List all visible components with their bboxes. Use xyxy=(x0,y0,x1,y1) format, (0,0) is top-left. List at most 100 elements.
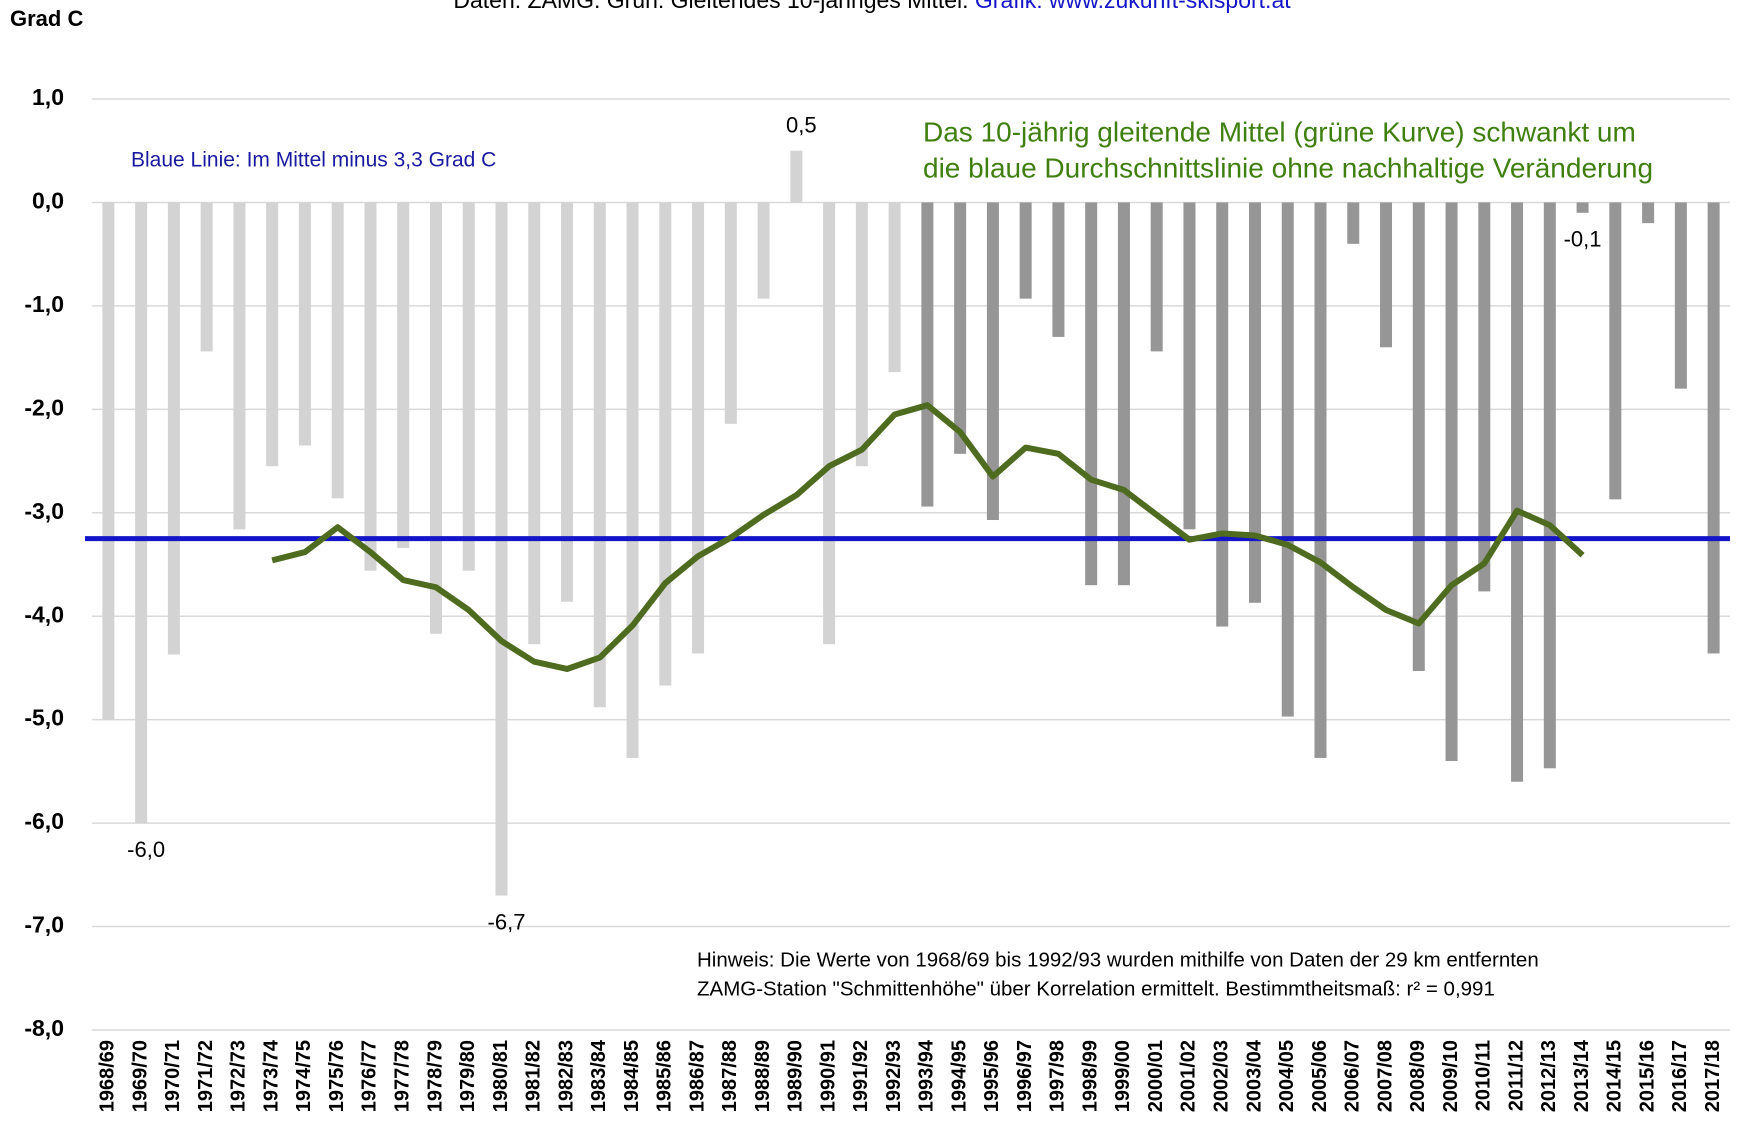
subtitle-line: Daten: ZAMG. Grün: Gleitendes 10-jährige… xyxy=(453,0,1291,13)
x-tick-label: 2013/14 xyxy=(1571,1039,1593,1112)
bar xyxy=(1281,202,1294,717)
bar xyxy=(888,202,901,373)
bar xyxy=(692,202,705,654)
bar xyxy=(462,202,475,571)
y-tick-label: 1,0 xyxy=(32,84,64,110)
y-tick-label: -6,0 xyxy=(24,808,64,834)
y-tick-label: -1,0 xyxy=(24,291,64,317)
bar xyxy=(954,202,967,454)
x-tick-label: 1994/95 xyxy=(948,1040,970,1112)
note: ZAMG-Station "Schmittenhöhe" über Korrel… xyxy=(697,977,1495,1000)
x-tick-label: 2001/02 xyxy=(1178,1040,1200,1112)
x-tick-label: 1985/86 xyxy=(654,1040,676,1112)
x-tick-label: 1990/91 xyxy=(817,1040,839,1112)
y-tick-label: -4,0 xyxy=(24,601,64,627)
x-tick-label: 2002/03 xyxy=(1211,1040,1233,1112)
x-tick-label: 2000/01 xyxy=(1145,1040,1167,1112)
moving-average-line xyxy=(271,402,1585,672)
x-tick-label: 1973/74 xyxy=(260,1039,282,1112)
subtitle: Daten: ZAMG. Grün: Gleitendes 10-jährige… xyxy=(453,0,968,13)
x-tick-label: 1982/83 xyxy=(555,1040,577,1112)
x-tick-label: 1998/99 xyxy=(1079,1040,1101,1112)
x-tick-label: 1986/87 xyxy=(686,1040,708,1112)
bar xyxy=(1478,202,1491,592)
y-tick-label: -7,0 xyxy=(24,912,64,938)
bar xyxy=(1085,202,1098,586)
x-tick-label: 2003/04 xyxy=(1243,1039,1265,1112)
bar xyxy=(1445,202,1458,762)
bar xyxy=(1609,202,1622,500)
bar xyxy=(1314,202,1327,758)
bar xyxy=(364,202,377,571)
bar xyxy=(1543,202,1556,769)
x-tick-label: 2016/17 xyxy=(1669,1040,1691,1112)
bar xyxy=(1150,202,1163,352)
bar xyxy=(233,202,246,530)
credit: Grafik: www.zukunft-skisport.at xyxy=(975,0,1291,13)
x-tick-label: 1993/94 xyxy=(916,1039,938,1112)
x-tick-label: 1977/78 xyxy=(392,1040,414,1112)
bar xyxy=(855,202,868,467)
x-tick-label: 2004/05 xyxy=(1276,1040,1298,1112)
x-tick-label: 1974/75 xyxy=(293,1040,315,1112)
x-tick-label: 1997/98 xyxy=(1047,1040,1069,1112)
x-tick-label: 2009/10 xyxy=(1440,1040,1462,1112)
bar xyxy=(102,202,115,720)
bar xyxy=(1216,202,1229,627)
bar xyxy=(561,202,574,602)
bar xyxy=(266,202,279,467)
x-tick-label: 1988/89 xyxy=(752,1040,774,1112)
note: Hinweis: Die Werte von 1968/69 bis 1992/… xyxy=(697,948,1539,971)
x-tick-label: 1992/93 xyxy=(883,1040,905,1112)
annotation-blue: Blaue Linie: Im Mittel minus 3,3 Grad C xyxy=(131,149,496,172)
x-tick-label: 1983/84 xyxy=(588,1039,610,1112)
bar xyxy=(1642,202,1655,224)
bar xyxy=(135,202,148,824)
bar xyxy=(724,202,737,424)
x-tick-label: 1978/79 xyxy=(424,1040,446,1112)
x-tick-label: 1981/82 xyxy=(523,1040,545,1112)
x-tick-label: 2011/12 xyxy=(1505,1040,1527,1111)
y-tick-label: -5,0 xyxy=(24,705,64,731)
x-tick-label: 2006/07 xyxy=(1342,1040,1364,1112)
bar xyxy=(528,202,541,645)
x-tick-label: 1969/70 xyxy=(129,1040,151,1112)
bar xyxy=(626,202,639,758)
x-tick-label: 2007/08 xyxy=(1374,1040,1396,1112)
bar xyxy=(1380,202,1393,348)
bar xyxy=(1674,202,1687,389)
bar xyxy=(1511,202,1524,782)
x-tick-label: 1989/90 xyxy=(785,1040,807,1112)
y-axis-label: Grad C xyxy=(10,6,83,31)
x-tick-label: 2005/06 xyxy=(1309,1040,1331,1112)
x-tick-label: 1968/69 xyxy=(97,1040,119,1112)
data-label: -6,0 xyxy=(127,837,165,862)
data-label: -0,1 xyxy=(1564,227,1602,252)
bar xyxy=(1248,202,1261,603)
bar xyxy=(1707,202,1720,654)
y-tick-label: -2,0 xyxy=(24,394,64,420)
bar xyxy=(298,202,311,446)
bar xyxy=(429,202,442,634)
bar xyxy=(757,202,770,299)
bar xyxy=(593,202,606,708)
bar xyxy=(200,202,213,352)
x-tick-label: 2008/09 xyxy=(1407,1040,1429,1112)
x-tick-label: 1976/77 xyxy=(359,1040,381,1112)
x-tick-label: 1991/92 xyxy=(850,1040,872,1112)
bar xyxy=(823,202,836,645)
x-tick-label: 2010/11 xyxy=(1473,1040,1495,1111)
bar xyxy=(495,202,508,896)
y-tick-label: -3,0 xyxy=(24,498,64,524)
x-tick-label: 2015/16 xyxy=(1636,1040,1658,1112)
bar xyxy=(1019,202,1032,299)
bar xyxy=(167,202,180,655)
x-tick-label: 1979/80 xyxy=(457,1040,479,1112)
bar xyxy=(1576,202,1589,213)
x-tick-label: 1980/81 xyxy=(490,1040,512,1112)
bar xyxy=(1052,202,1065,337)
bar xyxy=(1183,202,1196,530)
bar xyxy=(986,202,999,521)
x-tick-label: 1975/76 xyxy=(326,1040,348,1112)
